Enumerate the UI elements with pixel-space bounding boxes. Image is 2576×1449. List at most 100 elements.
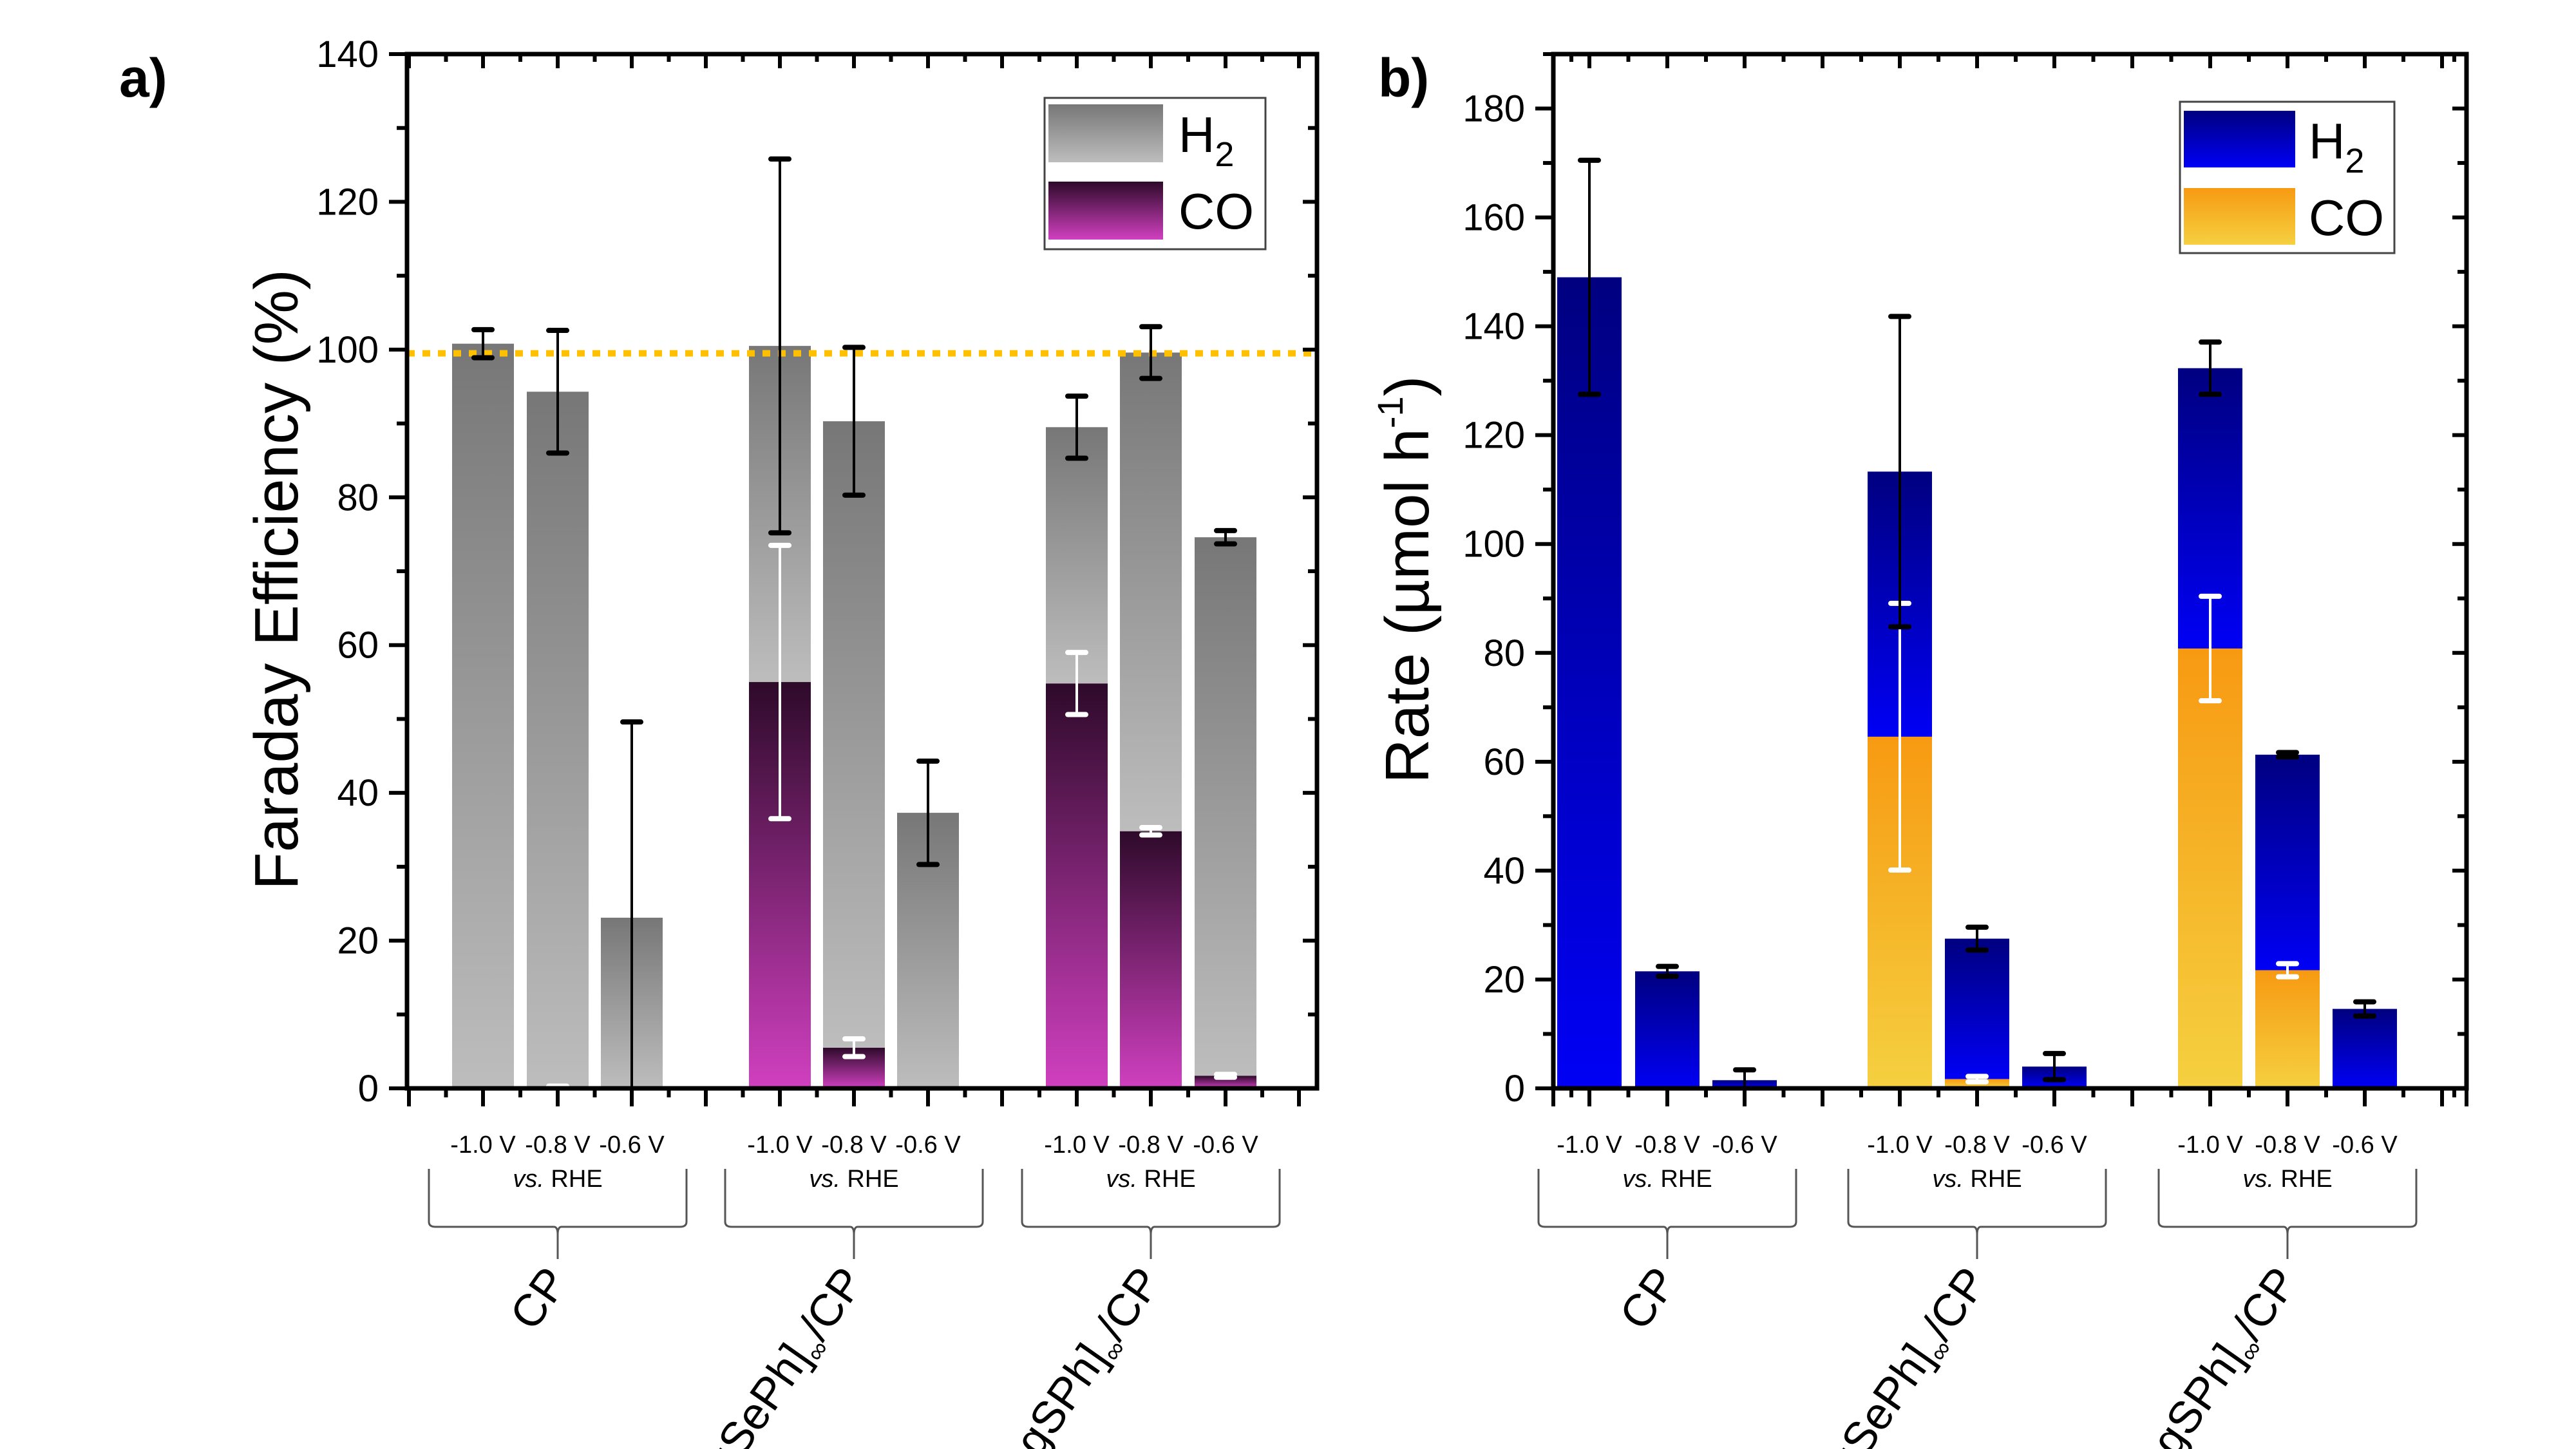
x-category-label: -1.0 V xyxy=(747,1132,813,1159)
y-tick-label: 0 xyxy=(1504,1068,1525,1110)
y-tick-label: 100 xyxy=(1463,524,1525,565)
error-bar-co xyxy=(2276,961,2299,980)
y-tick-label: 60 xyxy=(1483,741,1525,783)
error-bar-total xyxy=(842,345,866,498)
y-tick-label: 60 xyxy=(337,625,379,667)
y-tick-label: 80 xyxy=(337,477,379,518)
y-tick-label: 20 xyxy=(337,920,379,962)
error-bar-total xyxy=(1888,314,1911,630)
x-category-label: -0.6 V xyxy=(1193,1132,1258,1159)
bar-h2 xyxy=(2255,754,2320,971)
group-label: [AgSPh]∞/CP xyxy=(2117,1258,2311,1449)
error-bar-total xyxy=(2043,1050,2066,1083)
x-category-label: -0.8 V xyxy=(821,1132,887,1159)
x-category-label: -0.6 V xyxy=(895,1132,961,1159)
svg-text:[AgSPh]∞/CP: [AgSPh]∞/CP xyxy=(981,1258,1175,1449)
legend-swatch-co-a xyxy=(1048,182,1163,240)
x-category-label: -0.8 V xyxy=(1634,1132,1700,1159)
error-bar-co xyxy=(1139,825,1162,838)
svg-text:[AgSPh]∞/CP: [AgSPh]∞/CP xyxy=(2117,1258,2311,1449)
x-category-label: -0.8 V xyxy=(1118,1132,1184,1159)
group-brace xyxy=(1537,1169,1797,1259)
error-bars-b xyxy=(1578,157,2376,1088)
bar-h2 xyxy=(1557,277,1622,1089)
x-category-label: -1.0 V xyxy=(1044,1132,1110,1159)
x-category-label: -1.0 V xyxy=(1867,1132,1933,1159)
legend-label-co-a: CO xyxy=(1179,183,1254,240)
bar-co xyxy=(2178,649,2242,1088)
y-tick-label: 40 xyxy=(1483,850,1525,892)
y-tick-label: 100 xyxy=(316,329,379,371)
bar-co xyxy=(1195,1075,1256,1088)
group-label: [AgSPh]∞/CP xyxy=(981,1258,1175,1449)
bars-b xyxy=(1557,277,2397,1089)
svg-text:CP: CP xyxy=(1610,1258,1687,1338)
legend-label-co-b: CO xyxy=(2309,189,2384,246)
error-bar-co xyxy=(768,542,791,822)
y-axis-title-b-text: Rate (µmol h-1) xyxy=(1370,375,1442,783)
panel-a-faraday-efficiency: a) Faraday Efficiency (%) 0 20 40 60 80 100 12… xyxy=(119,33,1320,1449)
y-tick-label: 180 xyxy=(1463,88,1525,130)
x-category-label: -0.6 V xyxy=(599,1132,665,1159)
error-bar-total xyxy=(1733,1067,1756,1088)
group-brace xyxy=(1847,1169,2107,1259)
error-bar-total xyxy=(768,156,791,536)
group-brace xyxy=(1021,1169,1281,1259)
error-bar-total xyxy=(471,327,495,361)
x-axis-labels-b: -1.0 V -0.8 V -0.6 V -1.0 V -0.8 V -0.6 V -1.0… xyxy=(1537,1132,2418,1449)
error-bar-total xyxy=(2276,750,2299,760)
error-bar-co xyxy=(1214,1072,1237,1080)
group-brace xyxy=(428,1169,688,1259)
bar-h2 xyxy=(1046,427,1108,684)
x-category-label: -0.6 V xyxy=(2332,1132,2398,1159)
bar-co xyxy=(2255,970,2320,1088)
vs-rhe-label: vs. RHE xyxy=(1106,1166,1195,1193)
error-bar-total xyxy=(1656,963,1679,979)
group-label: [AgSePh]∞/CP xyxy=(1792,1258,1996,1449)
error-bars-a xyxy=(471,156,1237,1089)
x-category-label: -0.8 V xyxy=(525,1132,591,1159)
x-category-label: -0.6 V xyxy=(2022,1132,2087,1159)
svg-text:[AgSePh]∞/CP: [AgSePh]∞/CP xyxy=(669,1258,877,1449)
y-tick-label: 80 xyxy=(1483,632,1525,674)
x-category-label: -1.0 V xyxy=(1557,1132,1622,1159)
y-axis-title-b: Rate (µmol h-1) xyxy=(1370,375,1442,783)
bar-h2 xyxy=(1635,971,1700,1088)
legend-swatch-co-b xyxy=(2184,188,2295,245)
legend-swatch-h2-b xyxy=(2184,111,2295,167)
x-category-label: -0.8 V xyxy=(1944,1132,2010,1159)
y-axis-title-a-text: Faraday Efficiency (%) xyxy=(242,269,311,890)
error-bar-total xyxy=(2353,999,2376,1019)
legend-swatch-h2-a xyxy=(1048,104,1163,162)
bars-a xyxy=(452,343,1256,1089)
x-category-label: -0.8 V xyxy=(2255,1132,2320,1159)
error-bar-co xyxy=(2199,593,2222,704)
plot-frame xyxy=(1551,52,2469,1091)
error-bar-total xyxy=(2199,339,2222,397)
bar-h2 xyxy=(527,392,589,1088)
y-tick-label: 40 xyxy=(337,772,379,814)
legend-label-h2-b: H2 xyxy=(2309,113,2364,180)
panel-label-a: a) xyxy=(119,48,167,108)
panel-label-b: b) xyxy=(1378,48,1429,108)
axes-b: 0 20 40 60 80 100 120 140 160 180 xyxy=(1463,52,2469,1110)
error-bar-total xyxy=(1214,527,1237,547)
legend-label-h2-a: H2 xyxy=(1179,106,1234,174)
error-bar-total xyxy=(1065,393,1088,461)
bar-h2 xyxy=(1945,938,2009,1079)
error-bar-total xyxy=(916,758,940,867)
error-bar-co xyxy=(842,1036,866,1059)
vs-rhe-label: vs. RHE xyxy=(1932,1166,2022,1193)
bar-h2 xyxy=(1120,352,1182,831)
y-tick-label: 20 xyxy=(1483,959,1525,1001)
legend-a: H2 CO xyxy=(1043,97,1267,251)
vs-rhe-label: vs. RHE xyxy=(513,1166,602,1193)
y-tick-label: 160 xyxy=(1463,197,1525,239)
y-tick-label: 140 xyxy=(1463,306,1525,348)
vs-rhe-label: vs. RHE xyxy=(1622,1166,1712,1193)
error-bar-co xyxy=(1065,650,1088,717)
bar-h2 xyxy=(823,421,885,1048)
vs-rhe-label: vs. RHE xyxy=(809,1166,898,1193)
error-bar-total xyxy=(1578,157,1601,397)
